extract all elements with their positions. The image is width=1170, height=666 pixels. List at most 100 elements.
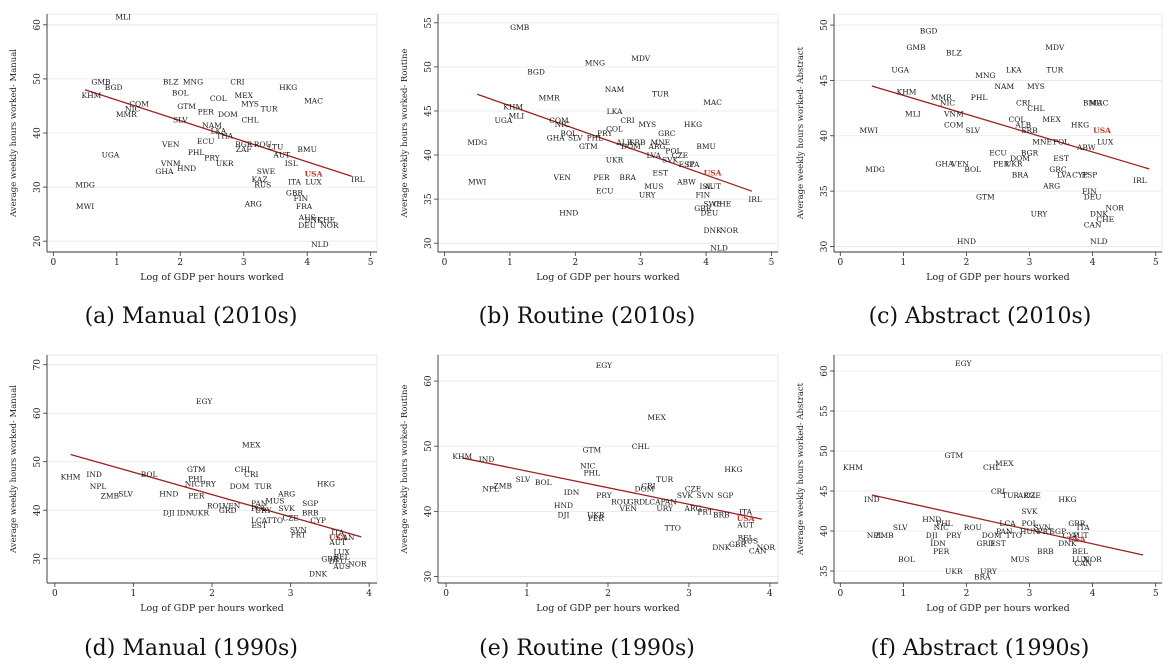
country-point-label: COL: [1008, 115, 1025, 124]
country-point-label: SLV: [173, 115, 188, 124]
country-point-label: MEX: [1042, 115, 1061, 124]
y-tick-label: 50: [820, 19, 830, 31]
x-axis-label: Log of GDP per hours worked: [926, 603, 1070, 614]
country-point-label: NLD: [311, 240, 329, 249]
country-point-label: BRA: [1012, 171, 1029, 180]
country-point-label: DOM: [982, 531, 1002, 540]
y-axis-label: Average weekly hours worked- Abstract: [796, 46, 806, 220]
panel-d-chart: 30 40 50 60 70 0 1 2 3 4 Log of GDP per hours work…: [5, 345, 385, 617]
country-point-label: DNK: [704, 226, 723, 235]
country-point-label: MMR: [116, 110, 137, 119]
country-point-label: GRD: [628, 498, 646, 507]
country-point-label: UKR: [945, 567, 963, 576]
country-point-label: CZE: [672, 151, 688, 160]
country-point-label: HUN: [1020, 527, 1040, 536]
country-point-label: LUX: [334, 547, 351, 556]
country-point-label: PER: [198, 107, 215, 116]
country-point-label: NAM: [994, 82, 1014, 91]
country-point-label: ROU: [964, 523, 982, 532]
country-point-label: GHA: [547, 133, 566, 142]
x-tick-label: 0: [837, 258, 843, 268]
country-point-label: BRB: [302, 509, 319, 518]
country-point-label: MMR: [931, 93, 952, 102]
country-point-label: HND: [922, 515, 941, 524]
y-axis-label: Average weekly hours worked- Routine: [400, 48, 410, 218]
country-point-label: ROU: [254, 140, 272, 149]
country-point-label: IDN: [564, 488, 580, 497]
country-point-label: PER: [933, 547, 950, 556]
country-point-label: PHL: [971, 93, 988, 102]
country-point-label: GMB: [906, 43, 926, 52]
country-point-label: KAZ: [252, 175, 268, 184]
panel-e-chart: 30 40 50 60 0 1 2 3 4 Log of GDP per hours worked…: [396, 345, 786, 617]
country-point-label: EST: [1053, 154, 1069, 163]
country-point-label: UKR: [587, 511, 605, 520]
country-point-label: CYP: [310, 516, 326, 525]
fit-line: [84, 89, 352, 177]
country-point-label: BGR: [1021, 148, 1039, 157]
country-point-label: URY: [656, 504, 674, 513]
country-point-label: SLV: [118, 489, 133, 498]
country-point-label: PHL: [936, 519, 953, 528]
y-tick-label: 35: [820, 185, 830, 197]
country-point-label: GRD: [219, 506, 237, 515]
country-point-label: KHM: [897, 87, 917, 96]
y-tick-label: 60: [820, 365, 830, 377]
country-point-label: GTM: [187, 465, 206, 474]
country-point-label: ITA: [687, 160, 701, 169]
x-tick-label: 4: [1090, 258, 1096, 268]
country-point-label: TTO: [665, 524, 681, 533]
country-point-label: VNM: [943, 110, 964, 119]
country-point-label: NPL: [482, 485, 499, 494]
country-point-label: IDN: [177, 509, 193, 518]
country-point-label: VEN: [552, 173, 571, 182]
country-point-label: FIN: [293, 194, 308, 203]
x-tick-label: 3: [1027, 589, 1033, 599]
y-axis-label: Average weekly hours worked- Manual: [9, 385, 19, 554]
x-tick-label: 1: [524, 589, 530, 599]
country-point-label: BEL: [1072, 547, 1088, 556]
x-tick-label: 2: [605, 589, 611, 599]
country-point-label: LKA: [1006, 65, 1022, 74]
country-point-label: MYS: [241, 99, 259, 108]
country-point-label: IND: [864, 495, 880, 504]
x-tick-label: 5: [1153, 258, 1159, 268]
country-point-label: BMU: [1083, 99, 1103, 108]
country-point-label: CHL: [241, 115, 258, 124]
country-point-label: VEN: [950, 159, 969, 168]
country-point-label: ARG: [277, 489, 295, 498]
country-point-label: DEU: [329, 557, 347, 566]
country-point-label: BOL: [898, 555, 915, 564]
country-point-label: CRI: [244, 470, 258, 479]
chart-background: [792, 4, 1170, 286]
x-tick-label: 1: [901, 589, 907, 599]
y-tick-label: 50: [424, 61, 434, 73]
country-point-label: SLV: [965, 126, 980, 135]
country-point-label: MWI: [860, 126, 878, 135]
country-point-label: NIC: [555, 120, 571, 129]
country-point-label: LCA: [999, 519, 1016, 528]
country-point-label: ALB: [615, 138, 632, 147]
country-point-label: GBR: [729, 540, 747, 549]
country-point-label: COL: [606, 125, 623, 134]
country-point-label: KHM: [82, 91, 102, 100]
country-point-label: HKG: [724, 465, 742, 474]
country-point-label: DOM: [218, 110, 238, 119]
country-point-label: NLD: [1090, 237, 1108, 246]
country-point-label: NOR: [320, 221, 339, 230]
country-point-label: BLZ: [163, 78, 179, 87]
y-tick-label: 35: [424, 193, 434, 205]
country-point-label: EGY: [596, 361, 613, 370]
country-point-label: LUX: [1097, 137, 1114, 146]
country-point-label: CAN: [1074, 559, 1092, 568]
country-point-label: HKG: [1058, 495, 1076, 504]
country-point-label: BRA: [974, 573, 991, 582]
x-tick-label: 1: [114, 258, 120, 268]
country-point-label: SVN: [1034, 523, 1052, 532]
country-point-label: CRI: [620, 116, 634, 125]
caption-b: (b) Routine (2010s): [478, 304, 696, 329]
country-point-label: PRT: [697, 507, 713, 516]
country-point-label: BRA: [619, 173, 636, 182]
country-point-label: SLV: [516, 475, 531, 484]
